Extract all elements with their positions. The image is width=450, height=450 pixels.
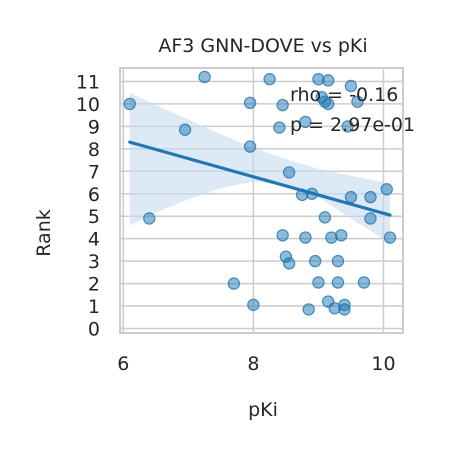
data-point — [344, 79, 358, 93]
data-point — [143, 212, 156, 225]
x-tick-label: 6 — [117, 353, 129, 375]
data-point — [331, 254, 345, 268]
data-point — [123, 97, 136, 111]
y-tick-label: 1 — [88, 296, 100, 318]
data-point — [227, 277, 241, 290]
data-point — [308, 254, 322, 268]
y-axis-label: Rank — [33, 209, 55, 256]
plot-frame — [119, 67, 404, 334]
x-tick-labels: 6 8 10 — [117, 353, 395, 375]
chart-title: AF3 GNN-DOVE vs pKi — [158, 35, 367, 57]
data-point — [299, 115, 312, 129]
x-tick-label: 10 — [371, 353, 395, 375]
data-point — [282, 166, 296, 179]
data-point — [198, 70, 211, 84]
data-point — [331, 276, 345, 289]
y-tick-label: 6 — [88, 184, 100, 206]
y-tick-label: 9 — [88, 116, 100, 138]
confidence-band — [129, 92, 390, 244]
y-tick-label: 2 — [88, 274, 100, 296]
data-point — [318, 211, 332, 224]
x-axis-label: pKi — [248, 399, 278, 421]
data-point — [302, 303, 315, 316]
data-point — [344, 190, 358, 204]
y-tick-label: 5 — [88, 206, 100, 228]
data-point — [263, 73, 276, 86]
y-tick-label: 10 — [76, 94, 100, 116]
y-tick-label: 11 — [76, 71, 100, 93]
regression-line — [128, 140, 392, 217]
data-points — [123, 70, 397, 316]
data-point — [341, 120, 354, 133]
data-point — [357, 276, 371, 289]
data-point — [273, 121, 286, 134]
y-tick-label: 4 — [88, 229, 100, 251]
data-point — [383, 231, 397, 244]
data-point — [178, 123, 192, 136]
data-point — [243, 96, 257, 110]
data-point — [305, 187, 319, 200]
data-point — [351, 95, 364, 108]
data-point — [312, 276, 325, 289]
data-point — [276, 98, 289, 112]
data-point — [334, 229, 348, 242]
y-tick-label: 8 — [88, 139, 100, 161]
y-tick-label: 0 — [88, 319, 100, 341]
annotation-p: p = 2.97e-01 — [290, 114, 415, 136]
confidence-band-area — [129, 92, 390, 244]
data-point — [338, 303, 351, 316]
regression-line-path — [128, 140, 392, 217]
data-point — [276, 229, 289, 242]
data-point — [321, 74, 335, 87]
data-point — [380, 183, 393, 196]
y-tick-label: 7 — [88, 161, 100, 183]
data-point — [243, 140, 257, 153]
annotation-rho: rho = -0.16 — [290, 84, 398, 106]
y-tick-label: 3 — [88, 251, 100, 273]
data-point — [247, 298, 260, 312]
data-point — [282, 257, 296, 270]
data-point — [364, 190, 377, 204]
x-tick-label: 8 — [247, 353, 259, 375]
data-point — [299, 231, 312, 244]
data-point — [321, 97, 335, 111]
data-point — [364, 212, 377, 225]
